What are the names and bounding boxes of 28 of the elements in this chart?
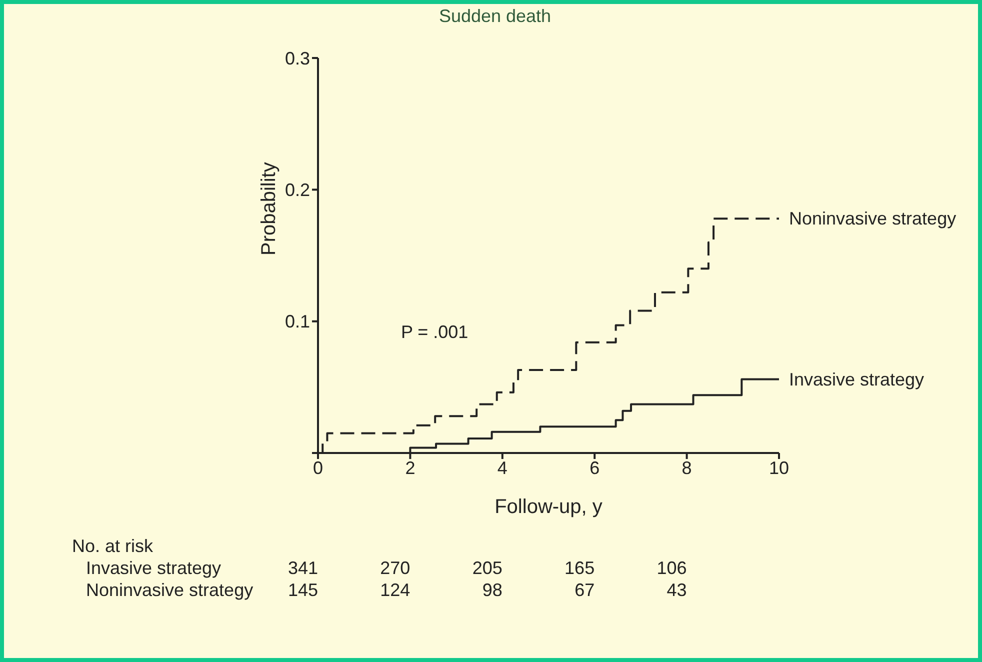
x-tick-label: 8 [682, 458, 692, 478]
x-axis-title: Follow-up, y [494, 496, 602, 518]
text: 205 [471, 558, 502, 579]
y-tick-label: 0.3 [284, 48, 310, 68]
text: 341 [286, 558, 318, 579]
chart-title: Sudden death [438, 6, 552, 27]
series-label: Noninvasive strategy [789, 208, 956, 229]
text: 165 [564, 558, 595, 579]
text: 145 [286, 580, 318, 601]
series-label: Invasive strategy [789, 369, 924, 390]
y-axis-title: Probability [258, 162, 280, 256]
text: 270 [379, 558, 410, 579]
x-tick-label: 10 [768, 458, 790, 478]
y-tick-label: 0.2 [284, 180, 310, 200]
x-tick-label: 0 [312, 458, 324, 478]
x-tick-label: 4 [497, 458, 508, 478]
x-tick-label: 6 [590, 458, 600, 478]
text: No. at risk [72, 536, 154, 557]
y-tick-label: 0.1 [284, 312, 310, 332]
text: 43 [666, 580, 687, 601]
text: Invasive strategy [86, 558, 222, 579]
text: 106 [656, 558, 687, 579]
text: Noninvasive strategy [86, 580, 254, 601]
text: 124 [379, 580, 410, 601]
text: 67 [574, 580, 595, 601]
annotation: P = .001 [400, 322, 468, 343]
text: 98 [481, 580, 502, 601]
x-tick-label: 2 [405, 458, 416, 478]
